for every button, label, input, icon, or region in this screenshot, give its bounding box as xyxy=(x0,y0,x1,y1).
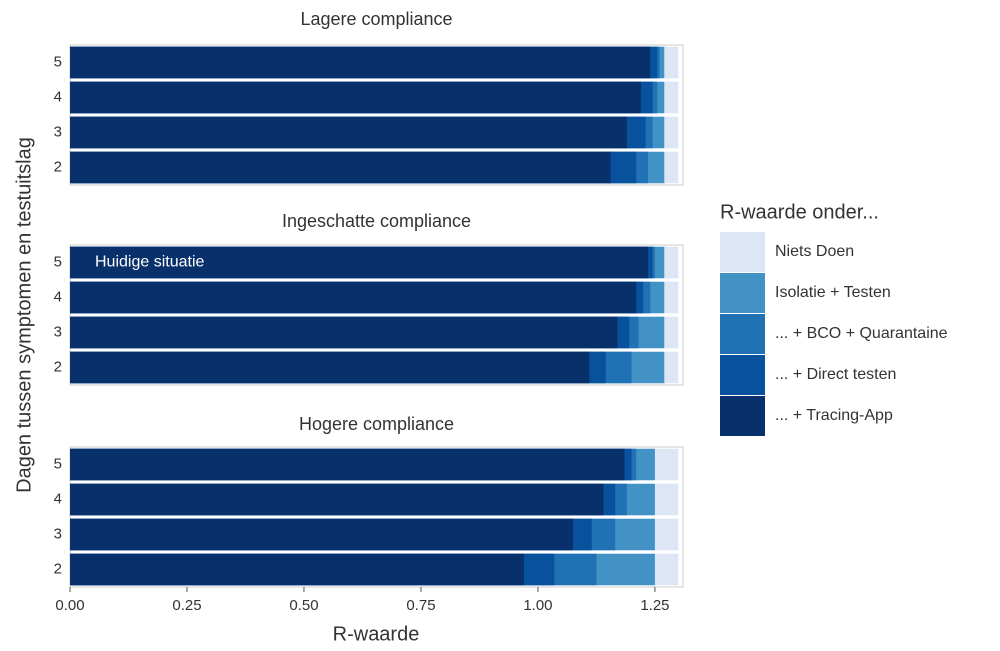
x-tick-label: 0.50 xyxy=(289,597,318,614)
y-tick-label: 5 xyxy=(54,53,62,70)
bar xyxy=(70,351,590,384)
x-tick-label: 0.75 xyxy=(406,597,435,614)
x-tick-label: 1.25 xyxy=(640,597,669,614)
x-tick-label: 1.00 xyxy=(523,597,552,614)
y-tick-label: 3 xyxy=(54,123,62,140)
y-tick-label: 4 xyxy=(54,88,62,105)
x-axis-label: R-waarde xyxy=(333,623,420,645)
legend-label: ... + Direct testen xyxy=(775,366,896,383)
legend-label: ... + Tracing-App xyxy=(775,407,893,424)
y-tick-label: 4 xyxy=(54,490,62,507)
legend-label: ... + BCO + Quarantaine xyxy=(775,325,948,342)
x-tick-label: 0.00 xyxy=(55,597,84,614)
facet-title: Hogere compliance xyxy=(299,414,454,434)
bar xyxy=(70,281,637,314)
bar xyxy=(70,448,625,481)
y-tick-label: 5 xyxy=(54,253,62,270)
annotation: Huidige situatie xyxy=(95,254,205,271)
bar xyxy=(70,553,524,586)
y-tick-label: 2 xyxy=(54,560,62,577)
facet-title: Lagere compliance xyxy=(300,9,452,29)
bar xyxy=(70,81,641,114)
legend-label: Niets Doen xyxy=(775,243,854,260)
bar xyxy=(70,518,574,551)
y-tick-label: 5 xyxy=(54,455,62,472)
legend-key xyxy=(720,355,765,395)
y-tick-label: 3 xyxy=(54,323,62,340)
bar xyxy=(70,316,618,349)
bar xyxy=(70,46,651,79)
y-tick-label: 2 xyxy=(54,358,62,375)
y-tick-label: 2 xyxy=(54,158,62,175)
facet-title: Ingeschatte compliance xyxy=(282,211,471,231)
y-tick-label: 4 xyxy=(54,288,62,305)
y-tick-label: 3 xyxy=(54,525,62,542)
legend-key xyxy=(720,232,765,272)
bar xyxy=(70,483,604,516)
bar xyxy=(70,246,648,279)
legend-label: Isolatie + Testen xyxy=(775,284,891,301)
legend-key xyxy=(720,273,765,313)
legend-title: R-waarde onder... xyxy=(720,201,879,223)
bar xyxy=(70,116,627,149)
x-tick-label: 0.25 xyxy=(172,597,201,614)
legend-key xyxy=(720,314,765,354)
legend-key xyxy=(720,396,765,436)
y-axis-label: Dagen tussen symptomen en testuitslag xyxy=(13,137,35,493)
bar xyxy=(70,151,611,184)
